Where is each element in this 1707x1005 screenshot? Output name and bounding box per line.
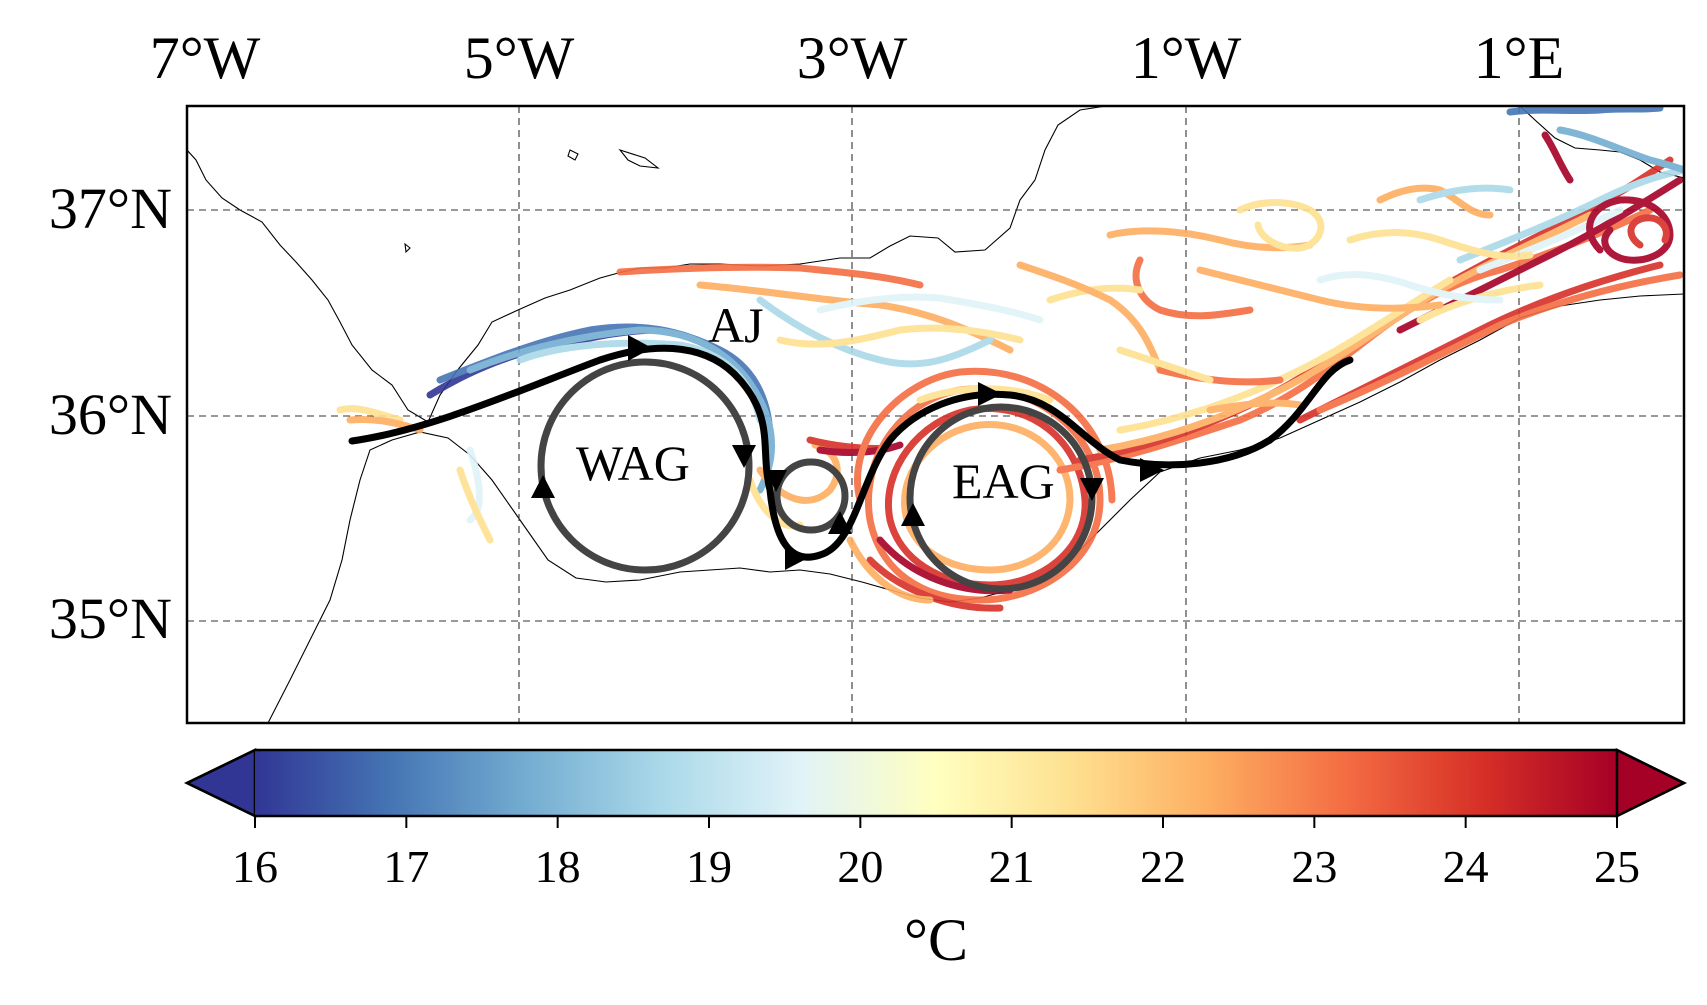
east-gyre-label: EAG [952, 453, 1055, 509]
colorbar-tick-label: 17 [383, 841, 429, 892]
drifter-track [456, 466, 494, 544]
drifter-track [1541, 131, 1574, 184]
colorbar-tick-label: 19 [686, 841, 732, 892]
drifter-track [1556, 126, 1684, 174]
colorbar-gradient [255, 750, 1617, 816]
drifter-track [1586, 196, 1674, 264]
arrow-right-icon [785, 547, 808, 570]
colorbar-tick-label: 18 [535, 841, 581, 892]
drifter-track [466, 326, 776, 494]
colorbar: 16 17 18 19 20 21 22 23 24 25 °C [184, 747, 1687, 973]
arrow-right-icon [978, 382, 1002, 406]
arrow-up-icon [531, 475, 555, 498]
colorbar-tick-labels: 16 17 18 19 20 21 22 23 24 25 [232, 841, 1640, 892]
drifter-track [1236, 199, 1325, 252]
drifter-track [336, 405, 404, 424]
drifter-track [1506, 106, 1664, 116]
gyres [537, 358, 1096, 593]
lon-label-7w: 7°W [150, 25, 261, 91]
jet-label: AJ [708, 297, 764, 353]
drifter-track [816, 293, 1044, 324]
arrow-up-icon [828, 511, 852, 534]
drifter-track [1456, 166, 1684, 264]
drifter-track [1016, 261, 1164, 374]
drifter-track [1627, 214, 1670, 249]
colorbar-ticks [254, 816, 1618, 828]
lat-label-35n: 35°N [49, 586, 172, 651]
drifter-track [466, 446, 483, 524]
west-alboran-gyre-circle [537, 358, 753, 574]
drifter-tracks [336, 106, 1684, 612]
drifter-track [1346, 229, 1534, 260]
colorbar-tick-label: 22 [1140, 841, 1186, 892]
colorbar-tick-label: 16 [232, 841, 278, 892]
map-panel: AJ WAG EAG [187, 106, 1684, 723]
flow-direction-arrows [531, 335, 1164, 570]
lon-label-3w: 3°W [797, 25, 908, 91]
drifter-track [1156, 366, 1284, 386]
lon-label-1w: 1°W [1131, 25, 1242, 91]
drifter-track [1132, 256, 1254, 320]
arrow-down-icon [732, 445, 756, 468]
gridlines [187, 106, 1684, 723]
arrow-right-icon [628, 335, 652, 361]
colorbar-low-extension [184, 748, 257, 818]
drifter-track [1316, 271, 1684, 414]
drifter-track [901, 421, 1074, 574]
latitude-labels: 37°N 36°N 35°N [49, 176, 172, 651]
drifter-track [1476, 206, 1624, 274]
drifter-track [1196, 266, 1444, 312]
colorbar-tick-label: 25 [1594, 841, 1640, 892]
drifter-track [885, 405, 1089, 589]
colorbar-tick-label: 20 [837, 841, 883, 892]
drifter-track [866, 556, 1004, 612]
drifter-track [1316, 271, 1504, 304]
drifter-track [1416, 184, 1514, 204]
small-eddy-circle [773, 458, 849, 534]
drifter-track [1376, 184, 1494, 219]
lat-label-37n: 37°N [49, 176, 172, 241]
drifter-track [756, 296, 994, 368]
drifter-track [846, 536, 934, 604]
drifter-track [776, 324, 1024, 348]
arrow-up-icon [901, 503, 925, 526]
drifter-track [854, 367, 1116, 504]
colorbar-tick-label: 24 [1443, 841, 1489, 892]
drifter-track [1116, 346, 1214, 384]
lon-label-1e: 1°E [1474, 25, 1565, 91]
colorbar-unit-label: °C [904, 907, 968, 973]
longitude-labels: 7°W 5°W 3°W 1°W 1°E [150, 25, 1565, 91]
arrow-down-icon [765, 470, 787, 492]
drifter-track [865, 385, 1104, 604]
colorbar-tick-label: 21 [989, 841, 1035, 892]
drifter-track [1206, 399, 1304, 414]
arrow-right-icon [1140, 458, 1164, 482]
lon-label-5w: 5°W [464, 25, 575, 91]
map-frame [185, 104, 1686, 725]
lat-label-36n: 36°N [49, 382, 172, 447]
colorbar-tick-label: 23 [1291, 841, 1337, 892]
arrow-down-icon [1080, 478, 1104, 501]
west-gyre-label: WAG [576, 435, 690, 491]
colorbar-high-extension [1615, 747, 1687, 819]
drifter-track [616, 263, 924, 289]
